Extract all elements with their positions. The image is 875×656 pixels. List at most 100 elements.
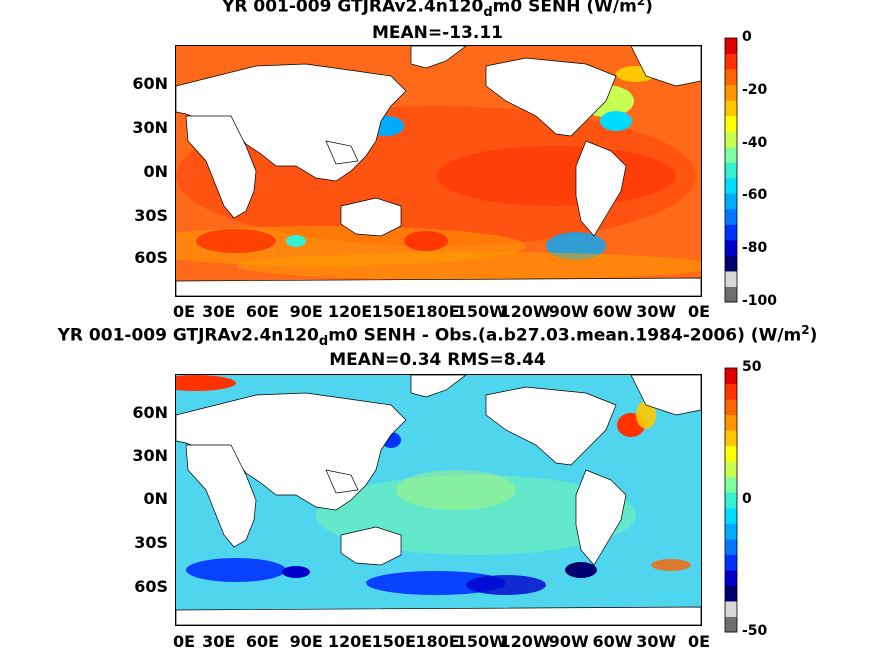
panel1-title-rest: m0 SENH (W/m: [492, 0, 637, 17]
colorbar-swatch: [725, 193, 737, 210]
land-mass: [575, 469, 627, 566]
land-mass: [485, 57, 617, 137]
panel2-subtitle: MEAN=0.34 RMS=8.44: [329, 350, 546, 370]
field-patch: [436, 146, 676, 206]
colorbar-swatch: [725, 368, 737, 385]
land-mass: [340, 197, 402, 237]
panel1-xtick: 60W: [592, 302, 633, 321]
panel1-map: [175, 45, 702, 297]
colorbar-swatch: [725, 616, 737, 633]
colorbar-swatch: [725, 177, 737, 194]
panel2-xtick: 150E: [371, 632, 416, 651]
land-mass: [176, 277, 701, 296]
colorbar-swatch: [725, 115, 737, 132]
colorbar-swatch: [725, 585, 737, 602]
panel2-xtick: 60W: [592, 632, 633, 651]
panel2-xtick: 120E: [327, 632, 373, 651]
panel2-xtick: 120W: [499, 632, 551, 651]
panel2-xtick: 30W: [636, 632, 677, 651]
panel1-colorbar: [724, 37, 738, 303]
panel1-title-sub: d: [483, 5, 493, 21]
colorbar-swatch: [725, 383, 737, 400]
panel1-title-main: YR 001-009 GTJRAv2.4n120: [222, 0, 484, 17]
land-mass: [340, 526, 402, 566]
colorbar-swatch: [725, 286, 737, 303]
panel1-xtick: 150W: [455, 302, 507, 321]
field-patch: [636, 401, 656, 429]
colorbar-swatch: [725, 554, 737, 571]
panel1-colorbar-label: -20: [742, 81, 768, 98]
panel2-colorbar-label: -50: [742, 623, 768, 639]
panel1-ytick: 30N: [132, 118, 168, 137]
panel2-title-sup: 2: [801, 323, 810, 337]
panel1-xtick: 30W: [636, 302, 677, 321]
panel1-xtick: 0E: [687, 302, 710, 321]
panel2-xtick: 30E: [202, 632, 236, 651]
panel1-xtick: 150E: [371, 302, 416, 321]
panel1-title-end: ): [645, 0, 653, 17]
panel1-xtick: 120E: [327, 302, 373, 321]
colorbar-swatch: [725, 239, 737, 256]
colorbar-swatch: [725, 84, 737, 101]
colorbar-swatch: [725, 414, 737, 431]
colorbar-swatch: [725, 162, 737, 179]
colorbar-swatch: [725, 461, 737, 478]
colorbar-swatch: [725, 445, 737, 462]
colorbar-swatch: [725, 255, 737, 272]
colorbar-swatch: [725, 507, 737, 524]
panel2-xtick: 0E: [687, 632, 710, 651]
panel2-colorbar: [724, 367, 738, 633]
colorbar-swatch: [725, 476, 737, 493]
land-mass: [185, 115, 257, 219]
panel2-xtick: 60E: [245, 632, 280, 651]
colorbar-swatch: [725, 600, 737, 617]
panel1-xtick: 120W: [499, 302, 551, 321]
field-patch: [565, 562, 597, 578]
panel2-colorbar-label: 50: [742, 359, 762, 375]
panel1-xtick: 90W: [548, 302, 589, 321]
colorbar-swatch: [725, 208, 737, 225]
colorbar-swatch: [725, 492, 737, 509]
panel1-colorbar-label: -100: [742, 293, 778, 309]
panel1-title-sup: 2: [636, 0, 646, 8]
colorbar-swatch: [725, 523, 737, 540]
land-mass: [410, 46, 467, 69]
colorbar-frame: [724, 367, 738, 633]
panel1-xtick: 30E: [202, 302, 236, 321]
panel2-xtick: 150W: [455, 632, 507, 651]
colorbar-frame: [724, 37, 738, 303]
field-patch: [600, 111, 632, 131]
colorbar-swatch: [725, 69, 737, 86]
land-mass: [185, 444, 257, 548]
field-patch: [651, 559, 691, 571]
colorbar-swatch: [725, 224, 737, 241]
panel2-ytick: 0N: [143, 489, 168, 508]
land-mass: [630, 375, 701, 416]
colorbar-swatch: [725, 146, 737, 163]
panel1-xtick: 60E: [245, 302, 280, 321]
panel1-colorbar-label: -40: [742, 134, 768, 151]
panel2-title: YR 001-009 GTJRAv2.4n120dm0 SENH - Obs.(…: [0, 320, 875, 352]
panel2-ytick: 60N: [132, 403, 168, 422]
field-patch: [176, 375, 236, 391]
field-patch: [186, 558, 286, 582]
panel1-ytick: 0N: [143, 162, 168, 181]
field-patch: [282, 566, 310, 578]
panel2-map: [175, 374, 702, 626]
land-mass: [575, 140, 627, 237]
panel2-title-rest: m0 SENH - Obs.(a.b27.03.mean.1984-2006) …: [328, 325, 802, 346]
panel2-title-sub: d: [318, 334, 329, 350]
land-mass: [630, 46, 701, 87]
panel2-xtick: 180E: [415, 632, 460, 651]
panel2-field: [176, 375, 701, 625]
panel2-xtick: 0E: [173, 632, 196, 651]
panel1-xtick: 90E: [289, 302, 323, 321]
colorbar-swatch: [725, 430, 737, 447]
panel1-ytick: 30S: [134, 206, 168, 225]
land-mass: [325, 469, 359, 494]
field-patch: [466, 575, 546, 595]
panel1-subtitle: MEAN=-13.11: [372, 23, 503, 43]
panel1-ytick: 60S: [134, 248, 168, 267]
land-mass: [410, 375, 467, 398]
colorbar-swatch: [725, 538, 737, 555]
